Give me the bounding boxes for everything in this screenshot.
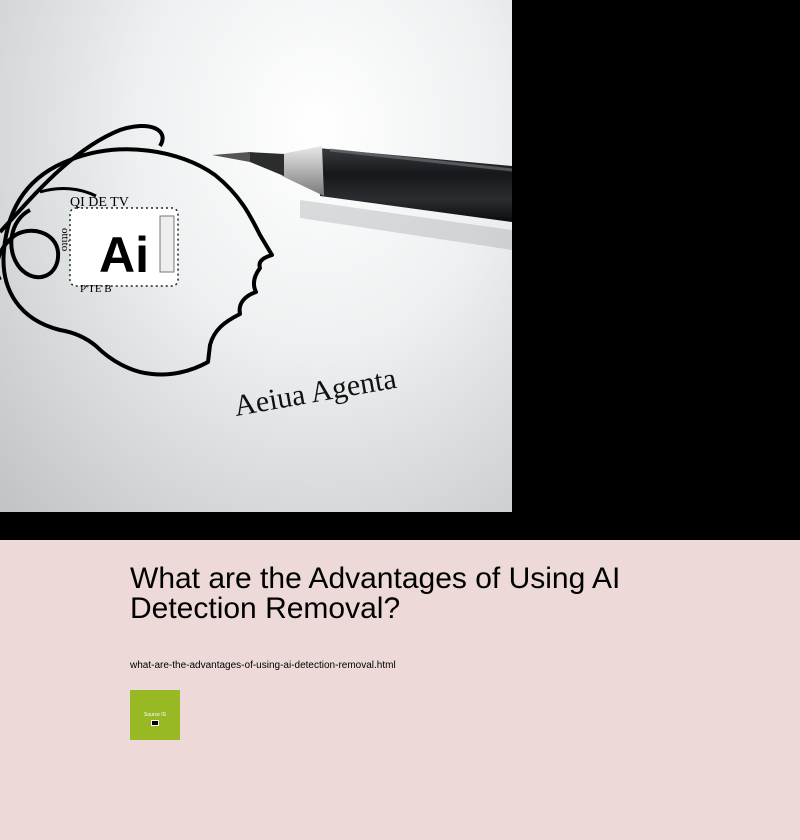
head-outline	[1, 147, 274, 377]
ai-chip-label: Ai	[99, 227, 149, 283]
pen-shadow	[300, 200, 512, 250]
swirl-line-top	[0, 124, 165, 234]
badge-icon	[151, 720, 159, 726]
hero-section: Ai QI DE TV ottito P'TE B Aeiua Agenta	[0, 0, 512, 512]
image-caption: Aeiua Agenta	[231, 362, 398, 423]
article-section: What are the Advantages of Using AI Dete…	[0, 540, 800, 840]
swirl-line-inner	[39, 187, 97, 198]
article-link[interactable]: what-are-the-advantages-of-using-ai-dete…	[130, 660, 396, 671]
page-title: What are the Advantages of Using AI Dete…	[130, 562, 621, 625]
badge-label: Source IS	[144, 712, 166, 718]
ai-chip-icon	[69, 207, 179, 287]
hero-image: Ai QI DE TV ottito P'TE B Aeiua Agenta	[0, 0, 512, 512]
ai-chip-bottom-text: P'TE B	[80, 283, 112, 295]
swirl-line	[0, 208, 61, 280]
ai-head-illustration: Ai QI DE TV ottito P'TE B Aeiua Agenta	[0, 124, 512, 423]
ai-chip-top-text: QI DE TV	[70, 195, 129, 210]
ai-chip-side-text: ottito	[59, 228, 71, 252]
source-badge[interactable]: Source IS	[130, 690, 180, 740]
pen-icon	[212, 146, 512, 222]
